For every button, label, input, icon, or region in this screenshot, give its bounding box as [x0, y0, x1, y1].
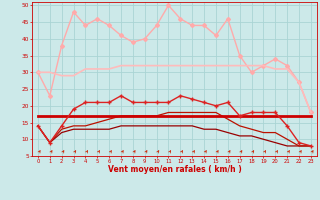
X-axis label: Vent moyen/en rafales ( km/h ): Vent moyen/en rafales ( km/h ) [108, 165, 241, 174]
